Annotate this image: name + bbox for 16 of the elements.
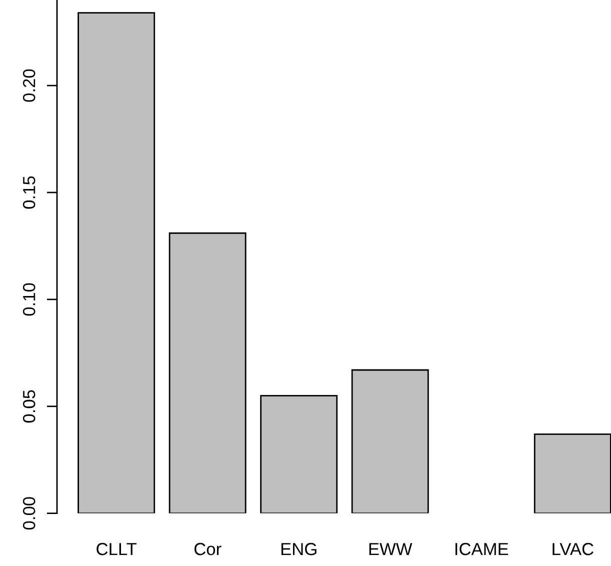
y-tick-label: 0.15 (22, 176, 36, 209)
x-tick-label: Cor (194, 542, 222, 556)
bar (260, 394, 338, 514)
bar (351, 369, 429, 514)
x-tick-label: CLLT (96, 542, 137, 556)
y-tick-label: 0.05 (22, 390, 36, 423)
y-tick-label: 0.20 (22, 69, 36, 102)
bar (168, 232, 246, 514)
y-tick-label: 0.10 (22, 283, 36, 316)
x-tick-label: EWW (369, 543, 412, 556)
bar (78, 12, 156, 514)
x-tick-label: ICAME (456, 542, 508, 556)
x-tick-label: LVAC (552, 542, 594, 556)
y-tick-label: 0.00 (22, 497, 36, 530)
x-tick-label: ENG (281, 542, 316, 556)
bar (534, 433, 611, 514)
